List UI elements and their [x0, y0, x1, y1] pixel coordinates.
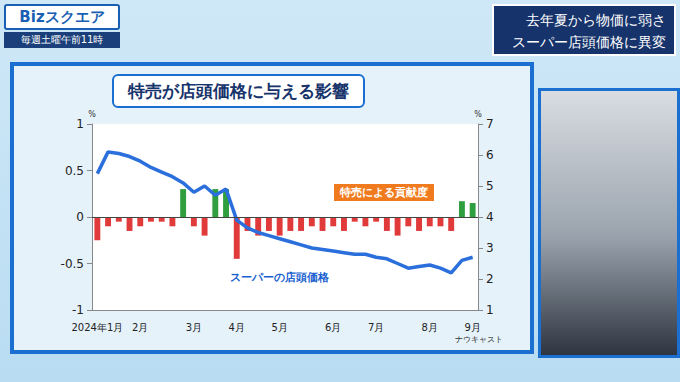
svg-text:9月: 9月: [464, 322, 480, 333]
svg-text:2: 2: [486, 272, 494, 286]
svg-text:-0.5: -0.5: [61, 257, 84, 271]
svg-text:7月: 7月: [368, 322, 384, 333]
svg-text:3月: 3月: [186, 322, 202, 333]
svg-text:0: 0: [76, 210, 84, 224]
svg-text:3: 3: [486, 241, 494, 255]
svg-text:0.5: 0.5: [65, 164, 84, 178]
svg-text:2月: 2月: [132, 322, 148, 333]
svg-text:4月: 4月: [229, 322, 245, 333]
html-text:スーパー店頭価格に異変: スーパー店頭価格に異変: [512, 34, 666, 50]
svg-text:6: 6: [486, 148, 494, 162]
html-text:毎週土曜午前11時: 毎週土曜午前11時: [20, 34, 104, 45]
html-text:Bizスクエア: Bizスクエア: [19, 8, 105, 26]
svg-text:4: 4: [486, 210, 494, 224]
svg-text:6月: 6月: [325, 322, 341, 333]
svg-text:特売による貢献度: 特売による貢献度: [339, 186, 428, 199]
svg-text:8月: 8月: [422, 322, 438, 333]
html-text:特売が店頭価格に与える影響: 特売が店頭価格に与える影響: [128, 81, 349, 101]
svg-text:2024年1月: 2024年1月: [71, 322, 123, 333]
svg-text:1: 1: [76, 117, 84, 131]
html-text:去年夏から物価に弱さ: 去年夏から物価に弱さ: [526, 12, 666, 28]
svg-text:%: %: [474, 110, 482, 119]
svg-text:7: 7: [486, 117, 494, 131]
html-text:ナウキャスト: ナウキャスト: [455, 335, 503, 344]
svg-text:1: 1: [486, 303, 494, 317]
svg-text:スーパーの店頭価格: スーパーの店頭価格: [230, 271, 330, 284]
svg-text:5月: 5月: [271, 322, 287, 333]
svg-text:%: %: [88, 110, 96, 119]
svg-text:5: 5: [486, 179, 494, 193]
svg-text:-1: -1: [72, 303, 84, 317]
